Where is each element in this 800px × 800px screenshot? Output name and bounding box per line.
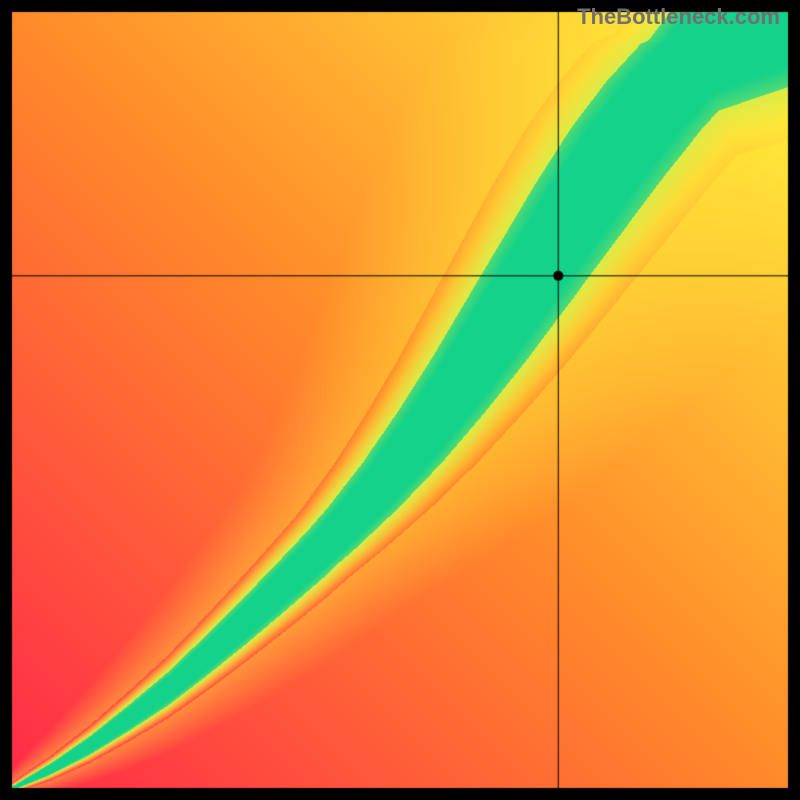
chart-container: TheBottleneck.com [0, 0, 800, 800]
watermark-text: TheBottleneck.com [577, 4, 780, 30]
bottleneck-heatmap [0, 0, 800, 800]
